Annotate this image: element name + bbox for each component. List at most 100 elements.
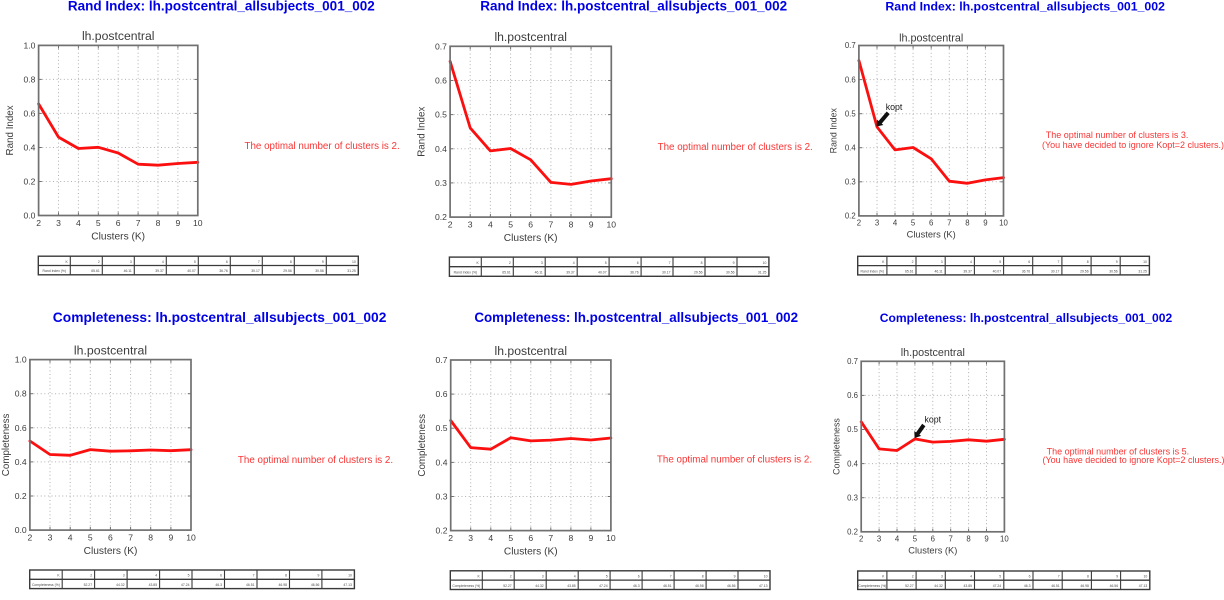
svg-text:0.0: 0.0 [23, 211, 35, 221]
svg-text:5: 5 [913, 534, 918, 543]
svg-text:Clusters (K): Clusters (K) [84, 546, 138, 557]
svg-text:Completeness: lh.postcentral_a: Completeness: lh.postcentral_allsubjects… [53, 310, 387, 325]
svg-text:6: 6 [1028, 260, 1030, 264]
svg-text:0.6: 0.6 [847, 391, 858, 400]
svg-text:Rand Index: lh.postcentral_all: Rand Index: lh.postcentral_allsubjects_0… [480, 0, 787, 14]
svg-text:0.5: 0.5 [435, 110, 447, 120]
svg-text:0.4: 0.4 [847, 459, 859, 468]
svg-text:9: 9 [733, 261, 735, 265]
svg-text:8: 8 [966, 534, 970, 543]
svg-text:3: 3 [123, 574, 125, 578]
svg-text:5: 5 [188, 574, 190, 578]
svg-text:8: 8 [965, 219, 969, 228]
svg-text:5: 5 [606, 575, 608, 579]
svg-text:0.5: 0.5 [436, 423, 448, 433]
svg-text:0.4: 0.4 [435, 144, 447, 154]
svg-text:0.8: 0.8 [15, 389, 27, 399]
svg-text:(You have decided to ignore Ko: (You have decided to ignore Kopt=2 clust… [1043, 455, 1224, 465]
svg-text:36.76: 36.76 [1022, 269, 1031, 273]
svg-text:9: 9 [169, 533, 174, 543]
svg-text:4: 4 [68, 533, 73, 543]
svg-text:46.98: 46.98 [279, 583, 288, 587]
svg-text:4: 4 [155, 574, 157, 578]
svg-text:5: 5 [605, 261, 607, 265]
svg-text:8: 8 [156, 218, 161, 228]
svg-text:47.13: 47.13 [1139, 584, 1148, 588]
svg-text:Rand Index: Rand Index [828, 107, 838, 153]
svg-text:46.3: 46.3 [633, 584, 640, 588]
svg-text:31.25: 31.25 [758, 271, 767, 275]
svg-text:0.2: 0.2 [847, 528, 858, 537]
svg-text:4: 4 [76, 218, 81, 228]
svg-text:Completeness (%): Completeness (%) [452, 584, 480, 588]
svg-text:Rand Index (%): Rand Index (%) [454, 271, 478, 275]
svg-text:6: 6 [116, 218, 121, 228]
svg-text:Clusters (K): Clusters (K) [504, 233, 558, 244]
svg-text:Rand Index (%): Rand Index (%) [861, 269, 885, 273]
svg-text:4: 4 [970, 260, 972, 264]
svg-text:6: 6 [108, 533, 113, 543]
svg-text:5: 5 [96, 218, 101, 228]
svg-text:30.17: 30.17 [251, 269, 260, 273]
svg-text:0.4: 0.4 [436, 457, 448, 467]
svg-text:8: 8 [285, 574, 287, 578]
svg-text:39.37: 39.37 [963, 269, 972, 273]
svg-text:Clusters (K): Clusters (K) [907, 230, 956, 240]
svg-text:0.2: 0.2 [436, 526, 448, 536]
svg-text:46.98: 46.98 [695, 584, 704, 588]
svg-text:kopt: kopt [925, 415, 942, 425]
svg-text:30.17: 30.17 [1051, 269, 1060, 273]
svg-text:kopt: kopt [886, 102, 903, 112]
svg-text:10: 10 [1143, 260, 1147, 264]
svg-text:0.2: 0.2 [15, 491, 27, 501]
svg-text:0.5: 0.5 [847, 425, 859, 434]
svg-text:10: 10 [348, 574, 352, 578]
svg-text:Rand Index: lh.postcentral_all: Rand Index: lh.postcentral_allsubjects_0… [68, 0, 375, 14]
svg-text:0.6: 0.6 [23, 108, 35, 118]
svg-text:10: 10 [999, 219, 1008, 228]
svg-text:8: 8 [1087, 575, 1089, 579]
svg-text:4: 4 [970, 575, 972, 579]
svg-text:8: 8 [702, 575, 704, 579]
svg-text:0.3: 0.3 [845, 178, 856, 187]
svg-text:Clusters (K): Clusters (K) [504, 546, 558, 557]
svg-text:44.32: 44.32 [116, 583, 125, 587]
svg-text:1.0: 1.0 [15, 355, 27, 365]
svg-text:Completeness: lh.postcentral_a: Completeness: lh.postcentral_allsubjects… [880, 311, 1173, 325]
svg-text:44.32: 44.32 [535, 584, 544, 588]
svg-text:2: 2 [448, 220, 453, 230]
svg-text:4: 4 [488, 220, 493, 230]
svg-text:29.56: 29.56 [694, 271, 703, 275]
svg-text:10: 10 [352, 260, 356, 264]
svg-text:47.13: 47.13 [759, 584, 768, 588]
svg-text:Clusters (K): Clusters (K) [908, 546, 957, 556]
svg-text:46.56: 46.56 [311, 583, 320, 587]
svg-text:3: 3 [541, 261, 543, 265]
svg-text:Rand Index: Rand Index [417, 107, 428, 157]
svg-text:8: 8 [569, 220, 574, 230]
svg-text:30.56: 30.56 [315, 269, 324, 273]
svg-text:46.51: 46.51 [1051, 584, 1060, 588]
svg-text:Completeness: Completeness [832, 418, 842, 475]
svg-text:3: 3 [941, 575, 943, 579]
svg-text:5: 5 [88, 533, 93, 543]
svg-text:lh.postcentral: lh.postcentral [494, 30, 567, 44]
svg-text:44.32: 44.32 [934, 584, 943, 588]
svg-text:47.13: 47.13 [343, 583, 352, 587]
svg-text:10: 10 [1000, 534, 1009, 543]
svg-text:The optimal number of clusters: The optimal number of clusters is 2. [657, 455, 812, 466]
svg-text:lh.postcentral: lh.postcentral [901, 347, 965, 359]
svg-text:9: 9 [322, 260, 324, 264]
svg-text:46.11: 46.11 [934, 269, 942, 273]
svg-text:8: 8 [148, 533, 153, 543]
svg-text:lh.postcentral: lh.postcentral [495, 344, 568, 358]
svg-text:46.3: 46.3 [215, 583, 222, 587]
svg-text:7: 7 [949, 534, 953, 543]
svg-text:2: 2 [859, 534, 863, 543]
svg-text:6: 6 [528, 220, 533, 230]
svg-text:40.07: 40.07 [993, 269, 1002, 273]
svg-text:0.8: 0.8 [23, 74, 35, 84]
svg-text:4: 4 [574, 575, 576, 579]
svg-text:43.85: 43.85 [964, 584, 973, 588]
svg-text:9: 9 [1116, 260, 1118, 264]
